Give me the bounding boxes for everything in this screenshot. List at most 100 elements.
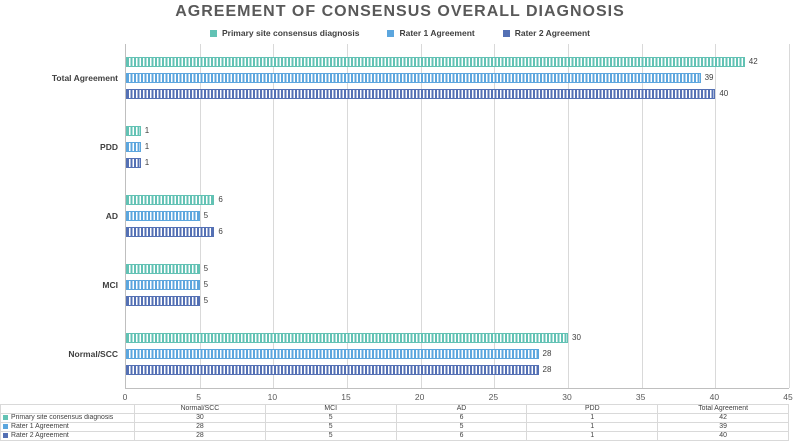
legend-key-swatch [209,29,217,37]
bar-value-label: 28 [542,348,552,358]
table-value-cell: 39 [657,422,789,432]
x-tick-label: 0 [122,392,128,402]
bar [126,211,200,221]
series-key-swatch [3,432,8,438]
bar [126,73,701,84]
bar [126,263,200,274]
legend-label: Rater 1 Agreement [399,28,475,38]
bar-value-label: 42 [748,57,758,67]
data-table-grid: Normal/SCC MCI AD PDD Total Agreement Primary… [0,404,789,441]
table-column-header: Total Agreement [657,404,789,414]
category-label: PDD [100,142,118,153]
x-tick-label: 10 [267,392,278,402]
table-column-header: PDD [526,404,659,414]
bar [126,89,716,100]
gridline [420,44,422,388]
legend-label: Primary site consensus diagnosis [221,28,360,38]
x-tick-label: 20 [414,392,425,402]
table-value-cell: 28 [134,422,266,432]
bar [126,279,200,290]
gridline [715,44,717,388]
series-name: Primary site consensus diagnosis [11,414,114,422]
bar [126,332,568,343]
x-tick-label: 40 [709,392,720,402]
table-row: Rater 1 Agreement 28 5 5 1 39 [0,422,789,432]
table-value-cell: 5 [395,422,528,432]
legend-label: Rater 2 Agreement [514,28,591,38]
chart-title: AGREEMENT OF CONSENSUS OVERALL DIAGNOSIS [175,3,625,20]
table-value-cell: 42 [657,413,789,423]
series-key-swatch [3,423,8,429]
table-row: Primary site consensus diagnosis 30 5 6 1 42 [0,413,789,423]
bar-value-label: 6 [218,227,223,236]
table-value-cell: 5 [264,422,397,432]
table-series-cell: Rater 2 Agreement [0,431,135,441]
bar-value-label: 1 [144,158,150,168]
bar [126,158,141,169]
bar-value-label: 5 [203,263,209,273]
table-column-header: AD [395,404,528,414]
bar-value-label: 5 [203,295,209,305]
gridline [568,44,569,388]
x-tick-label: 30 [562,392,572,402]
bar [126,142,141,153]
bar-value-label: 39 [704,73,714,83]
gridline [199,44,201,388]
category-label: AD [105,211,118,221]
legend-item: Rater 1 Agreement [387,28,475,38]
bar-value-label: 1 [144,142,150,152]
table-value-cell: 28 [134,431,266,441]
table-value-cell: 6 [395,431,528,441]
table-column-header: Normal/SCC [134,404,266,414]
bar [126,57,745,68]
bar [126,295,200,306]
table-value-cell: 40 [657,431,789,441]
bar-value-label: 6 [218,195,223,204]
legend-item: Primary site consensus diagnosis [209,28,360,38]
gridline [347,44,348,388]
chart-legend: Primary site consensus diagnosis Rater 1 … [0,28,800,38]
table-value-cell: 30 [134,413,266,423]
bar-value-label: 1 [144,126,150,136]
table-value-cell: 5 [264,413,397,423]
gridline [789,44,790,388]
gridline [641,44,643,388]
bar [126,195,215,205]
table-value-cell: 1 [526,413,659,423]
bar-value-label: 5 [203,279,209,289]
plot-area: 42 39 40 1 1 1 6 5 6 5 5 5 30 28 28 [125,44,790,389]
gridline [273,44,275,388]
table-value-cell: 1 [526,431,659,441]
bar [126,126,141,137]
table-column-header: MCI [264,404,397,414]
table-value-cell: 1 [526,422,659,432]
category-label: Normal/SCC [68,348,118,359]
x-tick-label: 35 [635,392,646,402]
x-tick-label: 15 [341,392,351,402]
table-series-cell: Rater 1 Agreement [0,422,135,432]
bar [126,348,539,359]
data-table: Normal/SCC MCI AD PDD Total Agreement Primary… [0,404,789,441]
table-row: Rater 2 Agreement 28 5 6 1 40 [0,431,789,441]
bar [126,364,539,375]
category-label: MCI [102,279,118,290]
table-value-cell: 6 [395,413,528,423]
bar-value-label: 40 [719,89,729,99]
legend-item: Rater 2 Agreement [502,28,591,38]
x-tick-label: 5 [196,392,202,402]
series-name: Rater 2 Agreement [11,432,69,440]
bar-value-label: 5 [203,211,209,220]
series-name: Rater 1 Agreement [11,423,69,431]
x-tick-label: 25 [488,392,499,402]
legend-key-swatch [387,29,395,37]
bar [126,227,215,237]
bar-value-label: 30 [572,332,581,342]
table-series-cell: Primary site consensus diagnosis [0,413,135,423]
table-corner-cell [0,404,135,414]
bar-value-label: 28 [542,364,552,374]
category-label: Total Agreement [51,73,118,84]
gridline [494,44,496,388]
legend-key-swatch [502,29,510,37]
series-key-swatch [3,414,8,420]
